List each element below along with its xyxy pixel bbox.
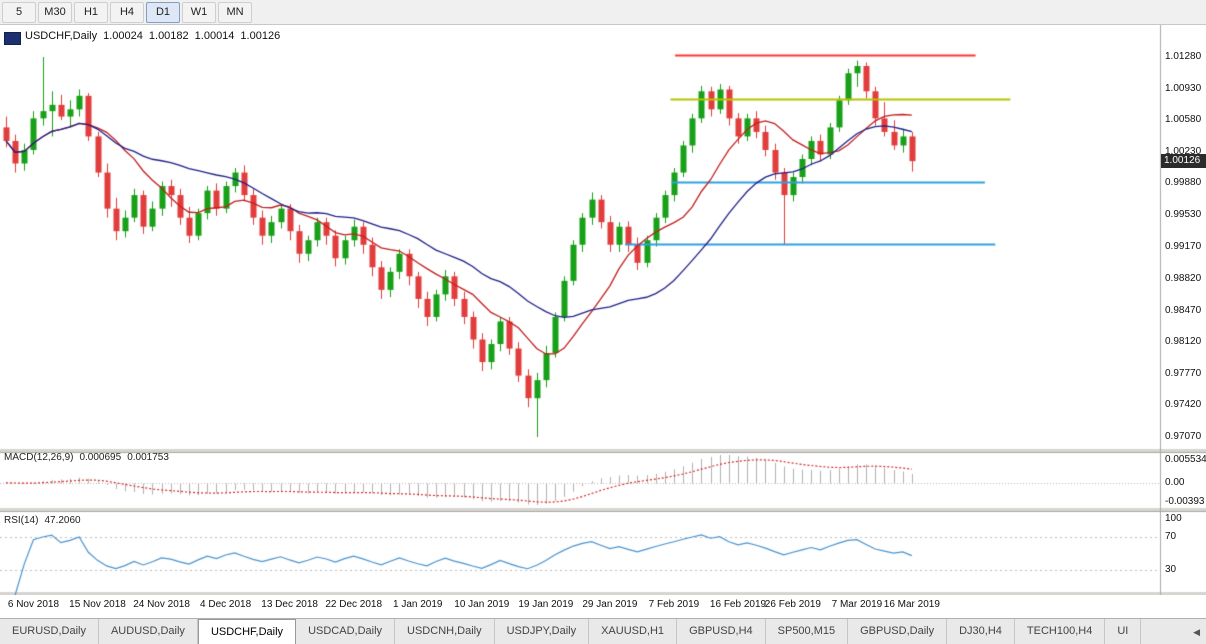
timeframe-toolbar: 5 M30 H1 H4 D1 W1 MN (0, 0, 1206, 25)
chart-tab-usdcad-daily[interactable]: USDCAD,Daily (296, 619, 396, 644)
date-axis-label: 29 Jan 2019 (582, 599, 638, 610)
chart-tab-dj30-h4[interactable]: DJ30,H4 (947, 619, 1015, 644)
chart-tabs-bar: EURUSD,Daily AUDUSD,Daily USDCHF,Daily USDC… (0, 618, 1206, 644)
chart-tab-gbpusd-daily[interactable]: GBPUSD,Daily (848, 619, 948, 644)
timeframe-button-m30[interactable]: M30 (38, 1, 72, 23)
tab-scroll-left-icon[interactable]: ◀ (1190, 625, 1203, 640)
date-axis-label: 7 Mar 2019 (831, 599, 883, 610)
date-axis-label: 16 Mar 2019 (883, 599, 940, 610)
chart-tab-tech100-h4[interactable]: TECH100,H4 (1015, 619, 1106, 644)
chart-tab-usdjpy-daily[interactable]: USDJPY,Daily (495, 619, 590, 644)
date-axis-label: 15 Nov 2018 (69, 599, 126, 610)
timeframe-button-5[interactable]: 5 (2, 1, 36, 23)
chart-tab-audusd-daily[interactable]: AUDUSD,Daily (99, 619, 198, 644)
date-axis: 6 Nov 2018 15 Nov 2018 24 Nov 2018 4 Dec 20… (0, 595, 1160, 615)
chart-tab-sp500-m15[interactable]: SP500,M15 (766, 619, 849, 644)
date-axis-label: 6 Nov 2018 (7, 599, 60, 610)
date-axis-label: 1 Jan 2019 (393, 599, 443, 610)
timeframe-button-w1[interactable]: W1 (182, 1, 216, 23)
date-axis-label: 10 Jan 2019 (454, 599, 510, 610)
chart-tab-eurusd-daily[interactable]: EURUSD,Daily (0, 619, 99, 644)
timeframe-button-d1[interactable]: D1 (146, 1, 180, 23)
chart-tab-usdchf-daily[interactable]: USDCHF,Daily (197, 619, 297, 644)
date-axis-label: 22 Dec 2018 (325, 599, 383, 610)
timeframe-button-h4[interactable]: H4 (110, 1, 144, 23)
date-axis-label: 16 Feb 2019 (709, 599, 767, 610)
date-axis-label: 26 Feb 2019 (764, 599, 821, 610)
chart-tab-usdcnh-daily[interactable]: USDCNH,Daily (395, 619, 495, 644)
chart-tab-gbpusd-h4[interactable]: GBPUSD,H4 (677, 619, 766, 644)
date-axis-label: 19 Jan 2019 (518, 599, 574, 610)
timeframe-button-mn[interactable]: MN (218, 1, 252, 23)
date-axis-label: 7 Feb 2019 (648, 599, 700, 610)
date-axis-label: 13 Dec 2018 (261, 599, 318, 610)
timeframe-button-h1[interactable]: H1 (74, 1, 108, 23)
chart-canvas[interactable] (0, 25, 1206, 595)
chart-tab-xauusd-h1[interactable]: XAUUSD,H1 (589, 619, 678, 644)
date-axis-label: 24 Nov 2018 (133, 599, 190, 610)
chart-tab-ui[interactable]: UI (1105, 619, 1142, 644)
date-axis-label: 4 Dec 2018 (200, 599, 252, 610)
